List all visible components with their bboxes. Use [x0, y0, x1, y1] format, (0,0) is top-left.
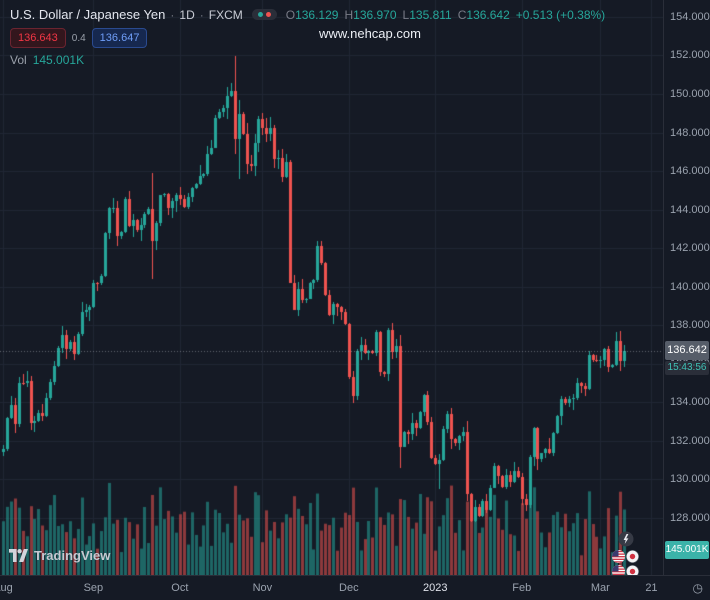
legend: U.S. Dollar / Japanese Yen · 1D · FXCM O…: [10, 7, 605, 67]
price-tick-label: 138.000: [670, 319, 710, 332]
volume-row: Vol 145.001K: [10, 53, 605, 67]
ohlc-values: O136.129 H136.970 L135.811 C136.642 +0.5…: [286, 8, 605, 22]
price-tick-label: 134.000: [670, 396, 710, 409]
interval-label[interactable]: 1D: [179, 7, 195, 22]
low-value: 135.811: [409, 7, 452, 22]
volume-value: 145.001K: [32, 53, 85, 67]
buy-price-button[interactable]: 136.647: [91, 28, 148, 48]
price-chart-canvas[interactable]: [0, 0, 664, 576]
separator: ·: [170, 7, 175, 22]
high-label: H: [344, 7, 354, 22]
price-axis[interactable]: 154.000 152.000 150.000 148.000 146.000 144.0…: [663, 0, 710, 576]
market-status-dots[interactable]: [251, 9, 277, 20]
close-label: C: [457, 7, 467, 22]
time-tick-label: Nov: [252, 582, 273, 594]
change-value: +0.513 (+0.38%): [515, 7, 606, 22]
time-tick-label: Sep: [83, 582, 104, 594]
volume-label: Vol: [10, 53, 27, 67]
time-tick-label: Oct: [171, 582, 189, 594]
status-dot-open-icon: [257, 12, 263, 17]
price-tick-label: 144.000: [670, 203, 710, 216]
us-flag-icon[interactable]: [612, 550, 625, 568]
last-price-badge[interactable]: 136.642: [665, 341, 709, 361]
watermark: www.nehcap.com: [319, 26, 421, 41]
spread-label: 0.4: [71, 32, 86, 44]
high-value: 136.970: [353, 7, 397, 22]
low-label: L: [402, 7, 410, 22]
separator: ·: [199, 7, 204, 22]
time-tick-label: Aug: [0, 582, 13, 594]
price-tick-label: 130.000: [670, 473, 710, 486]
sell-price-button[interactable]: 136.643: [10, 28, 66, 48]
legend-title-row: U.S. Dollar / Japanese Yen · 1D · FXCM O…: [10, 7, 605, 22]
time-axis[interactable]: Aug Sep Oct Nov Dec 2023 Feb Mar 21 ◷: [0, 575, 710, 600]
volume-axis-badge: 145.001K: [665, 541, 709, 559]
tradingview-logo[interactable]: TradingView: [9, 548, 110, 563]
tradingview-logo-text: TradingView: [34, 548, 111, 563]
tradingview-logo-icon: [9, 549, 28, 562]
lightning-event-icon[interactable]: [618, 531, 634, 552]
exchange-label[interactable]: FXCM: [208, 7, 243, 22]
bid-ask-row: 136.643 0.4 136.647: [10, 28, 605, 48]
price-tick-label: 146.000: [670, 165, 710, 178]
candle-countdown: 15:43:56: [665, 360, 709, 375]
time-tick-label: 21: [645, 582, 658, 594]
time-tick-label: 2023: [423, 582, 448, 594]
price-tick-label: 150.000: [670, 88, 710, 101]
price-tick-label: 132.000: [670, 434, 710, 447]
price-tick-label: 142.000: [670, 242, 710, 255]
time-tick-label: Feb: [512, 582, 532, 594]
price-tick-label: 148.000: [670, 126, 710, 139]
close-value: 136.642: [466, 7, 510, 22]
open-value: 136.129: [295, 7, 339, 22]
open-label: O: [285, 7, 296, 22]
status-dot-delay-icon: [265, 12, 271, 17]
jp-flag-icon[interactable]: [626, 550, 639, 568]
price-tick-label: 154.000: [670, 10, 710, 23]
price-tick-label: 128.000: [670, 511, 710, 524]
time-tick-label: Dec: [339, 582, 359, 594]
price-tick-label: 140.000: [670, 280, 710, 293]
clock-icon[interactable]: ◷: [692, 581, 703, 595]
symbol-title[interactable]: U.S. Dollar / Japanese Yen: [10, 7, 166, 22]
price-tick-label: 152.000: [670, 49, 710, 62]
time-tick-label: Mar: [590, 582, 610, 594]
